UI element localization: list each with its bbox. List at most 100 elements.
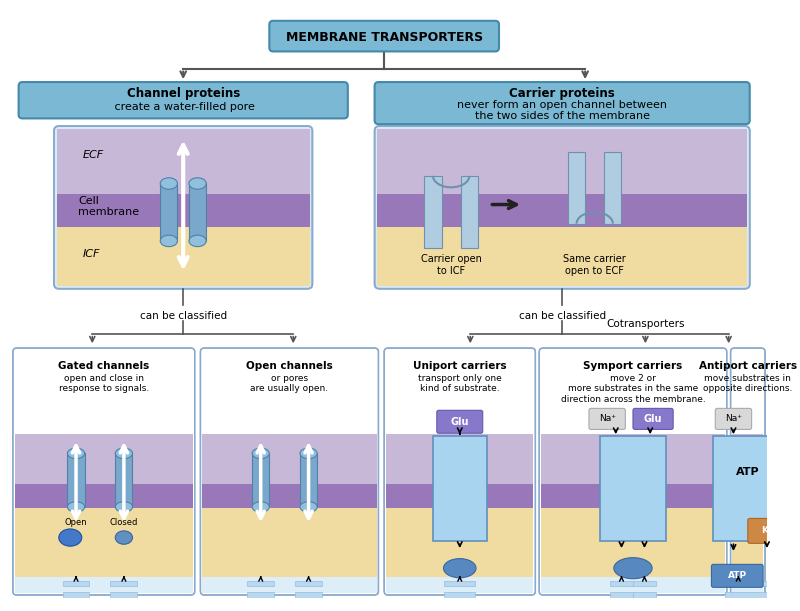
Text: create a water-filled pore: create a water-filled pore xyxy=(111,102,255,112)
FancyBboxPatch shape xyxy=(14,484,193,508)
Text: can be classified: can be classified xyxy=(518,311,606,321)
Text: Na⁺: Na⁺ xyxy=(725,414,742,423)
FancyBboxPatch shape xyxy=(433,436,486,541)
FancyBboxPatch shape xyxy=(541,577,725,593)
FancyBboxPatch shape xyxy=(13,348,194,595)
Ellipse shape xyxy=(160,178,178,189)
FancyBboxPatch shape xyxy=(433,460,486,484)
Text: Glu: Glu xyxy=(450,417,469,426)
FancyBboxPatch shape xyxy=(610,580,633,587)
Ellipse shape xyxy=(614,558,652,579)
FancyBboxPatch shape xyxy=(633,580,656,587)
FancyBboxPatch shape xyxy=(733,434,763,484)
Ellipse shape xyxy=(59,529,82,546)
FancyBboxPatch shape xyxy=(201,348,378,595)
FancyBboxPatch shape xyxy=(733,577,763,593)
FancyBboxPatch shape xyxy=(378,227,747,286)
FancyBboxPatch shape xyxy=(714,436,782,541)
Ellipse shape xyxy=(115,502,133,512)
FancyBboxPatch shape xyxy=(541,434,725,484)
Ellipse shape xyxy=(160,235,178,247)
FancyBboxPatch shape xyxy=(300,453,317,507)
FancyBboxPatch shape xyxy=(247,592,274,598)
Text: MEMBRANE TRANSPORTERS: MEMBRANE TRANSPORTERS xyxy=(286,31,482,43)
Text: Same carrier
open to ECF: Same carrier open to ECF xyxy=(563,254,626,276)
FancyBboxPatch shape xyxy=(160,183,178,241)
Text: Open: Open xyxy=(65,518,87,527)
FancyBboxPatch shape xyxy=(711,565,763,587)
FancyBboxPatch shape xyxy=(715,408,752,430)
FancyBboxPatch shape xyxy=(568,152,585,224)
Text: Carrier proteins: Carrier proteins xyxy=(510,87,615,100)
FancyBboxPatch shape xyxy=(252,453,270,507)
FancyBboxPatch shape xyxy=(270,21,499,51)
Text: can be classified: can be classified xyxy=(140,311,226,321)
FancyBboxPatch shape xyxy=(110,592,138,598)
Ellipse shape xyxy=(300,448,317,459)
FancyBboxPatch shape xyxy=(601,460,666,484)
Text: ECF: ECF xyxy=(82,150,104,160)
FancyBboxPatch shape xyxy=(202,484,377,508)
FancyBboxPatch shape xyxy=(57,129,310,194)
Text: open and close in
response to signals.: open and close in response to signals. xyxy=(58,374,149,393)
Text: ICF: ICF xyxy=(82,249,100,259)
Text: the two sides of the membrane: the two sides of the membrane xyxy=(474,111,650,120)
Ellipse shape xyxy=(67,502,85,512)
FancyBboxPatch shape xyxy=(202,508,377,577)
FancyBboxPatch shape xyxy=(725,580,770,587)
Text: Open channels: Open channels xyxy=(246,362,333,371)
Ellipse shape xyxy=(252,448,270,459)
Text: Carrier open
to ICF: Carrier open to ICF xyxy=(421,254,482,276)
FancyBboxPatch shape xyxy=(748,518,786,543)
FancyBboxPatch shape xyxy=(57,227,310,286)
FancyBboxPatch shape xyxy=(437,410,482,433)
Text: never form an open channel between: never form an open channel between xyxy=(457,100,667,110)
FancyBboxPatch shape xyxy=(374,82,750,124)
Text: K⁺: K⁺ xyxy=(761,526,773,535)
FancyBboxPatch shape xyxy=(714,460,782,484)
FancyBboxPatch shape xyxy=(54,126,312,289)
FancyBboxPatch shape xyxy=(374,126,750,289)
FancyBboxPatch shape xyxy=(14,508,193,577)
FancyBboxPatch shape xyxy=(424,176,442,247)
FancyBboxPatch shape xyxy=(589,408,626,430)
Text: ATP: ATP xyxy=(736,467,760,477)
FancyBboxPatch shape xyxy=(295,580,322,587)
FancyBboxPatch shape xyxy=(601,436,666,541)
FancyBboxPatch shape xyxy=(67,453,85,507)
FancyBboxPatch shape xyxy=(247,580,274,587)
FancyBboxPatch shape xyxy=(633,408,673,430)
FancyBboxPatch shape xyxy=(384,348,535,595)
Ellipse shape xyxy=(300,502,317,512)
FancyBboxPatch shape xyxy=(541,508,725,577)
Text: ATP: ATP xyxy=(728,571,747,580)
Ellipse shape xyxy=(115,448,133,459)
Text: Glu: Glu xyxy=(644,414,662,424)
Text: Symport carriers: Symport carriers xyxy=(583,362,682,371)
FancyBboxPatch shape xyxy=(378,129,747,194)
FancyBboxPatch shape xyxy=(733,508,763,577)
FancyBboxPatch shape xyxy=(445,592,475,598)
FancyBboxPatch shape xyxy=(115,453,133,507)
Text: Uniport carriers: Uniport carriers xyxy=(413,362,506,371)
FancyBboxPatch shape xyxy=(539,348,726,595)
FancyBboxPatch shape xyxy=(378,194,747,227)
Ellipse shape xyxy=(189,178,206,189)
FancyBboxPatch shape xyxy=(604,152,622,224)
Ellipse shape xyxy=(67,448,85,459)
FancyBboxPatch shape xyxy=(57,194,310,227)
FancyBboxPatch shape xyxy=(14,434,193,484)
Text: or pores
are usually open.: or pores are usually open. xyxy=(250,374,329,393)
Ellipse shape xyxy=(443,558,476,578)
FancyBboxPatch shape xyxy=(386,508,534,577)
Text: Gated channels: Gated channels xyxy=(58,362,150,371)
FancyBboxPatch shape xyxy=(62,580,90,587)
FancyBboxPatch shape xyxy=(461,176,478,247)
FancyBboxPatch shape xyxy=(295,592,322,598)
Text: move 2 or
more substrates in the same
direction across the membrane.: move 2 or more substrates in the same di… xyxy=(561,374,706,404)
FancyBboxPatch shape xyxy=(386,484,534,508)
FancyBboxPatch shape xyxy=(442,243,461,252)
Text: transport only one
kind of substrate.: transport only one kind of substrate. xyxy=(418,374,502,393)
FancyBboxPatch shape xyxy=(633,592,656,598)
FancyBboxPatch shape xyxy=(202,434,377,484)
